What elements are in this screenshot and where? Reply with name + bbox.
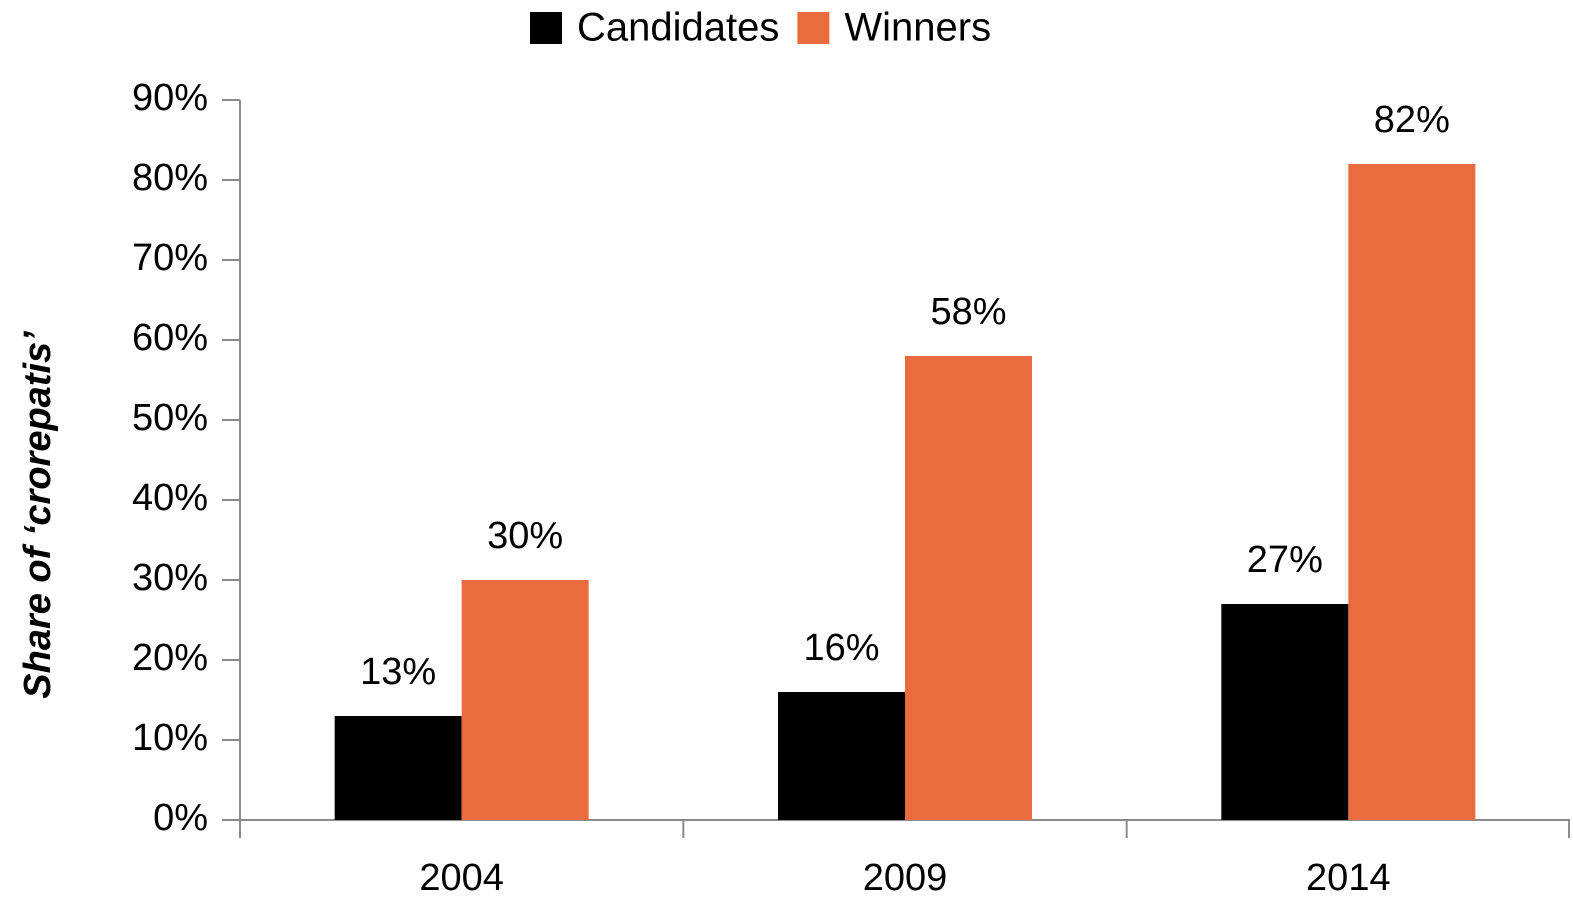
y-tick-label: 50% (132, 397, 208, 439)
y-tick-label: 40% (132, 477, 208, 519)
bar (334, 716, 462, 820)
x-tick-label: 2009 (863, 857, 948, 899)
y-tick-label: 70% (132, 237, 208, 279)
data-label: 58% (930, 291, 1006, 333)
bar (1348, 164, 1476, 820)
data-label: 13% (360, 651, 436, 693)
y-tick-label: 20% (132, 637, 208, 679)
data-label: 27% (1247, 539, 1323, 581)
legend-label: Winners (844, 6, 991, 50)
data-label: 82% (1374, 99, 1450, 141)
y-tick-label: 90% (132, 77, 208, 119)
x-tick-label: 2014 (1306, 857, 1391, 899)
legend-swatch (797, 12, 830, 44)
x-tick-label: 2004 (419, 857, 504, 899)
y-tick-label: 30% (132, 557, 208, 599)
y-tick-label: 0% (153, 797, 208, 839)
y-tick-label: 10% (132, 717, 208, 759)
y-tick-label: 80% (132, 157, 208, 199)
legend-label: Candidates (577, 6, 779, 50)
bar (905, 356, 1032, 820)
y-axis-label: Share of ‘crorepatis’ (17, 331, 59, 699)
y-tick-label: 60% (132, 317, 208, 359)
bar (461, 580, 589, 820)
bar (778, 692, 905, 820)
data-label: 16% (803, 627, 879, 669)
bar (1221, 604, 1349, 820)
legend-swatch (530, 12, 562, 44)
data-label: 30% (487, 515, 563, 557)
